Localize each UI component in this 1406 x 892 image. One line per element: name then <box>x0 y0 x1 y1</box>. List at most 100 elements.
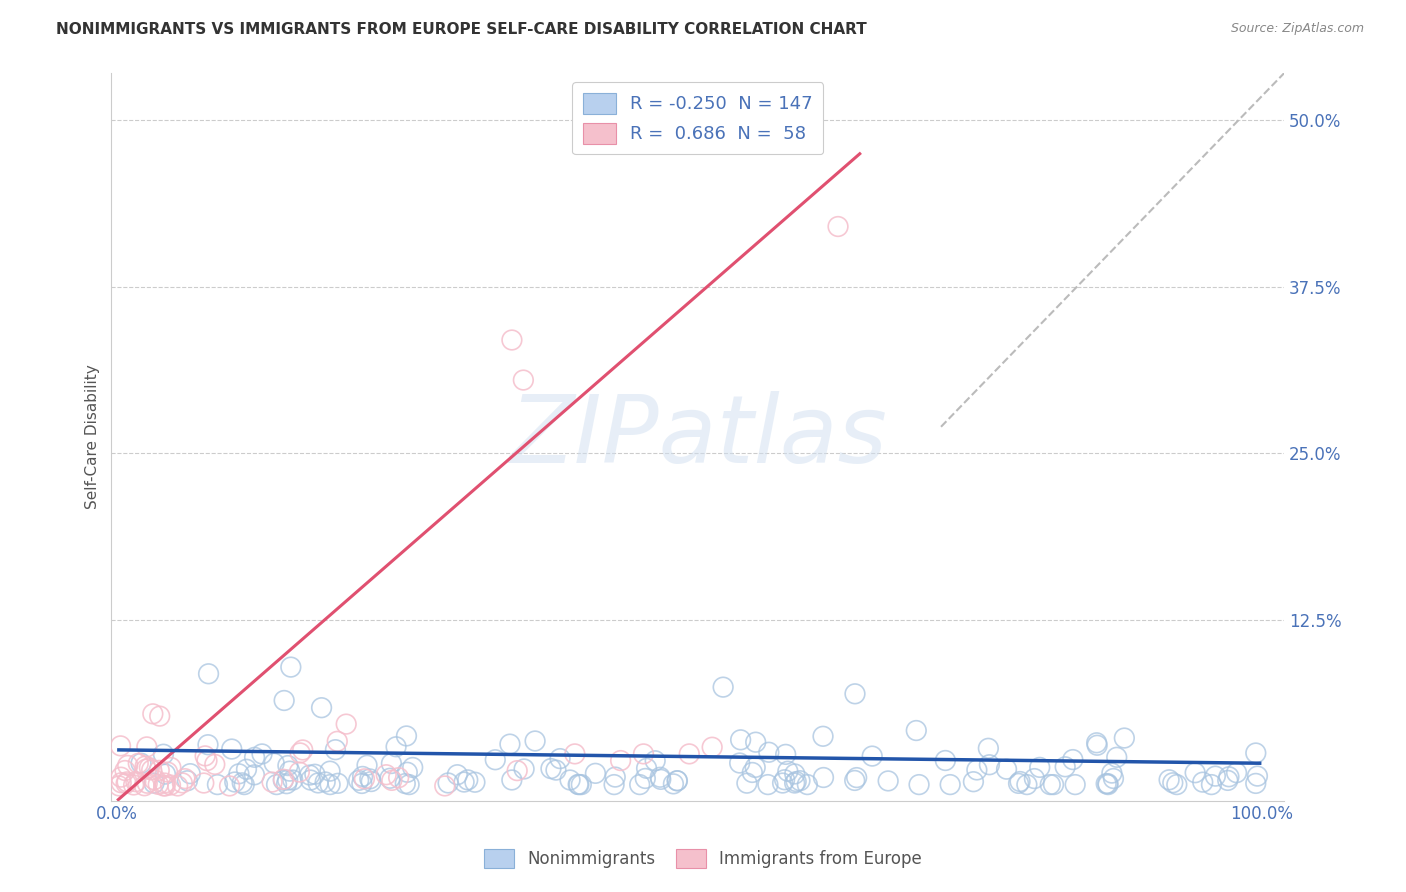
Point <box>666 773 689 788</box>
Point <box>1102 772 1125 786</box>
Point <box>142 706 165 721</box>
Point <box>1114 731 1136 745</box>
Point <box>166 779 188 793</box>
Point <box>233 778 256 792</box>
Point <box>288 746 311 760</box>
Point <box>385 739 408 754</box>
Point <box>1105 750 1128 764</box>
Point <box>744 735 766 749</box>
Point <box>1097 776 1119 790</box>
Point <box>735 776 758 790</box>
Point <box>231 776 253 790</box>
Point <box>138 761 160 775</box>
Point <box>125 774 148 789</box>
Point <box>195 754 218 768</box>
Point <box>512 373 534 387</box>
Point <box>633 747 655 761</box>
Point <box>662 777 685 791</box>
Point <box>979 757 1001 772</box>
Point <box>666 773 689 788</box>
Point <box>1244 746 1267 760</box>
Point <box>326 776 349 790</box>
Point <box>1191 775 1213 789</box>
Point <box>304 767 326 781</box>
Text: Source: ZipAtlas.com: Source: ZipAtlas.com <box>1230 22 1364 36</box>
Legend: Nonimmigrants, Immigrants from Europe: Nonimmigrants, Immigrants from Europe <box>478 843 928 875</box>
Point <box>506 764 529 778</box>
Point <box>702 740 724 755</box>
Point <box>628 778 651 792</box>
Point <box>134 759 156 773</box>
Point <box>1085 738 1108 752</box>
Point <box>860 749 883 764</box>
Point <box>1015 778 1038 792</box>
Point <box>977 741 1000 756</box>
Point <box>966 763 988 777</box>
Point <box>1097 778 1119 792</box>
Point <box>583 766 606 780</box>
Point <box>136 776 159 790</box>
Point <box>827 219 849 234</box>
Point <box>388 771 411 785</box>
Point <box>335 717 357 731</box>
Point <box>1085 736 1108 750</box>
Point <box>540 762 562 776</box>
Point <box>224 775 246 789</box>
Point <box>845 771 868 785</box>
Point <box>499 737 522 751</box>
Point <box>844 687 866 701</box>
Point <box>501 772 523 787</box>
Point <box>402 760 425 774</box>
Point <box>148 764 170 778</box>
Point <box>603 778 626 792</box>
Point <box>378 771 401 785</box>
Point <box>844 773 866 788</box>
Point <box>135 739 157 754</box>
Point <box>176 773 198 788</box>
Point <box>108 779 131 793</box>
Point <box>877 773 900 788</box>
Point <box>995 762 1018 776</box>
Point <box>1029 760 1052 774</box>
Text: NONIMMIGRANTS VS IMMIGRANTS FROM EUROPE SELF-CARE DISABILITY CORRELATION CHART: NONIMMIGRANTS VS IMMIGRANTS FROM EUROPE … <box>56 22 868 37</box>
Point <box>744 760 766 774</box>
Point <box>730 732 752 747</box>
Point <box>395 729 418 743</box>
Point <box>1159 772 1181 787</box>
Point <box>650 772 672 787</box>
Y-axis label: Self-Care Disability: Self-Care Disability <box>86 365 100 509</box>
Point <box>156 765 179 780</box>
Point <box>796 778 818 792</box>
Point <box>155 767 177 781</box>
Point <box>1204 769 1226 783</box>
Point <box>235 762 257 776</box>
Point <box>319 778 342 792</box>
Point <box>281 772 304 787</box>
Point <box>484 753 506 767</box>
Point <box>711 680 734 694</box>
Point <box>314 775 336 789</box>
Point <box>1039 778 1062 792</box>
Point <box>356 758 378 772</box>
Point <box>564 747 586 761</box>
Point <box>396 765 419 780</box>
Point <box>172 776 194 790</box>
Point <box>197 738 219 752</box>
Point <box>193 776 215 790</box>
Point <box>772 776 794 790</box>
Point <box>179 766 201 780</box>
Point <box>939 778 962 792</box>
Point <box>280 660 302 674</box>
Point <box>644 754 666 768</box>
Point <box>741 765 763 780</box>
Point <box>250 747 273 761</box>
Point <box>197 666 219 681</box>
Point <box>1024 772 1046 786</box>
Point <box>291 743 314 757</box>
Point <box>218 779 240 793</box>
Point <box>811 729 834 743</box>
Point <box>110 770 132 784</box>
Point <box>457 772 479 787</box>
Point <box>110 776 132 790</box>
Legend: R = -0.250  N = 147, R =  0.686  N =  58: R = -0.250 N = 147, R = 0.686 N = 58 <box>572 82 824 154</box>
